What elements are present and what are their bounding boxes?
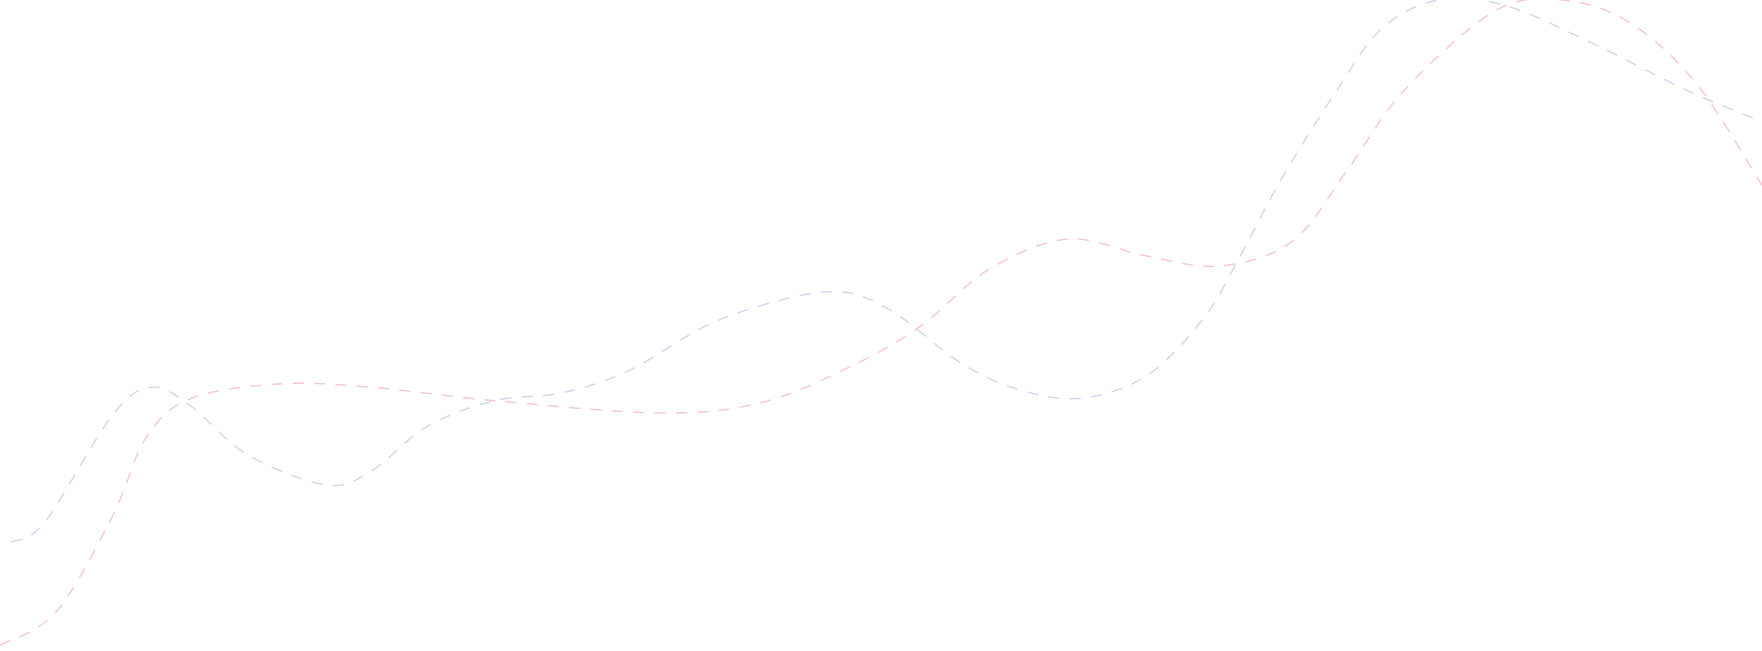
decorative-wave bbox=[10, 0, 1754, 543]
